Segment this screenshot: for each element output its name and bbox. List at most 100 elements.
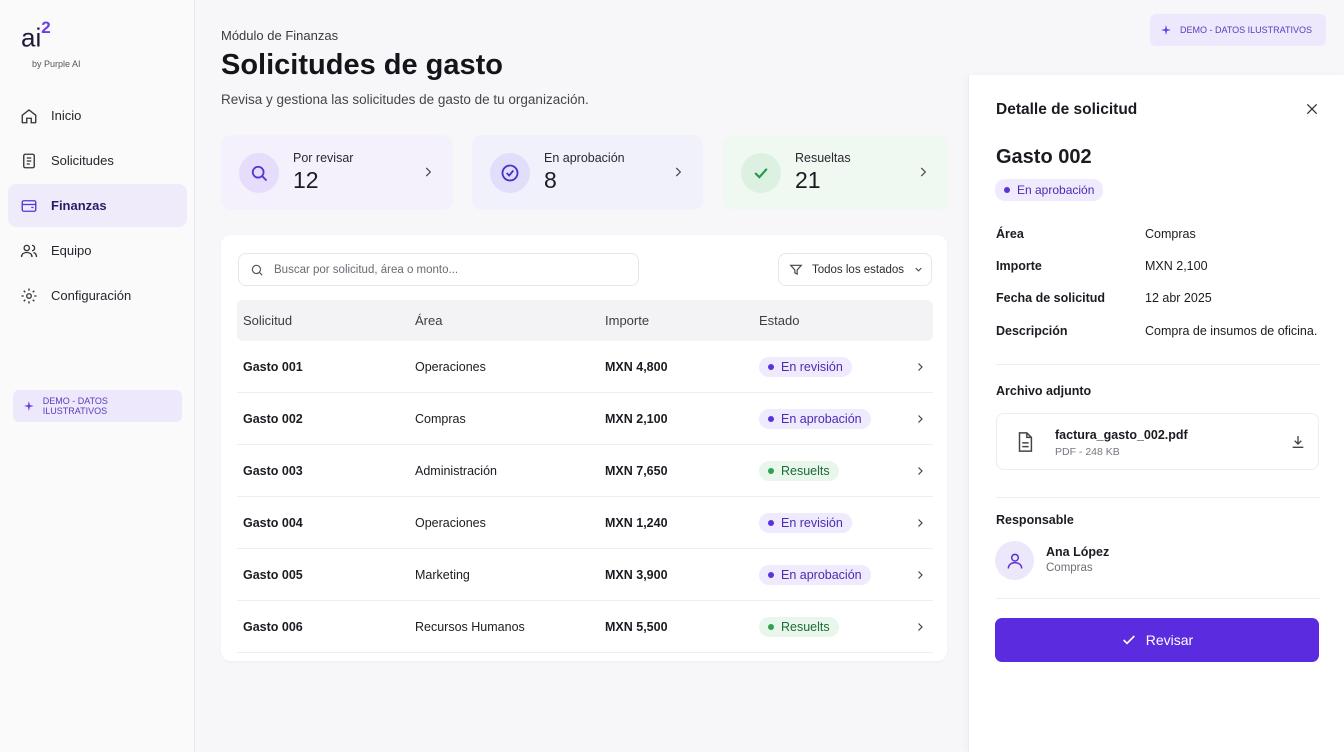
status-text: En revisión [781, 516, 843, 530]
nav-label: Solicitudes [51, 153, 114, 168]
area: Recursos Humanos [415, 620, 525, 634]
row-chevron [918, 623, 923, 631]
field-value: MXN 2,100 [1145, 259, 1208, 273]
area: Compras [415, 412, 466, 426]
stat-value: 8 [544, 167, 557, 193]
table-row[interactable]: Gasto 004 Operaciones MXN 1,240 En revisión [237, 497, 933, 549]
avatar [995, 541, 1034, 580]
person-area: Compras [1046, 562, 1093, 574]
stat-card[interactable]: Por revisar 12 [221, 135, 453, 210]
badge-text: DEMO - DATOS ILUSTRATIVOS [1180, 25, 1313, 35]
search-input[interactable]: Buscar por solicitud, área o monto... [238, 253, 639, 286]
table-row[interactable]: Gasto 002 Compras MXN 2,100 En aprobación [237, 393, 933, 445]
nav-label: Inicio [51, 108, 82, 123]
filter-label: Todos los estados [812, 263, 905, 276]
search-placeholder: Buscar por solicitud, área o monto... [274, 263, 459, 276]
logo-text: ai [21, 22, 42, 53]
nav-item[interactable]: Equipo [8, 229, 187, 272]
file-meta: PDF - 248 KB [1055, 446, 1120, 458]
file-name: factura_gasto_002.pdf [1055, 428, 1188, 442]
table-row[interactable]: Gasto 006 Recursos Humanos MXN 5,500 Resuel… [237, 601, 933, 653]
nav-item[interactable]: Finanzas [8, 184, 187, 227]
nav-item[interactable]: Inicio [8, 94, 187, 137]
nav-item[interactable]: Solicitudes [8, 139, 187, 182]
stat-value: 12 [293, 167, 319, 193]
page-title: Solicitudes de gasto [221, 49, 503, 81]
row-chevron [918, 415, 923, 423]
table-row[interactable]: Gasto 001 Operaciones MXN 4,800 En revisión [237, 341, 933, 393]
divider [996, 598, 1320, 599]
badge-text: DEMO - DATOS ILUSTRATIVOS [42, 396, 108, 416]
close-button[interactable] [1305, 102, 1319, 116]
nav-label: Equipo [51, 243, 92, 258]
amount: MXN 4,800 [605, 360, 668, 374]
nav-item[interactable]: Configuración [8, 274, 187, 317]
stat-value: 21 [795, 167, 821, 193]
field-label: Importe [996, 259, 1042, 273]
field-value: 12 abr 2025 [1145, 291, 1212, 305]
row-chevron [918, 519, 923, 527]
stat-icon [239, 152, 279, 193]
stat-icon [490, 152, 530, 193]
column-header: Solicitud [243, 313, 293, 328]
amount: MXN 5,500 [605, 620, 668, 634]
table-row[interactable]: Gasto 003 Administración MXN 7,650 Resuelts [237, 445, 933, 497]
area: Administración [415, 464, 497, 478]
divider [996, 497, 1320, 498]
field-label: Fecha de solicitud [996, 291, 1106, 305]
field-value: Compra de insumos de oficina. [1145, 324, 1318, 338]
stat-icon [741, 152, 781, 193]
amount: MXN 3,900 [605, 568, 668, 582]
nav-label: Finanzas [51, 198, 107, 213]
request-id: Gasto 005 [243, 568, 303, 582]
request-id: Gasto 006 [243, 620, 303, 634]
area: Marketing [415, 568, 470, 582]
status-text: En aprobación [781, 412, 862, 426]
area: Operaciones [415, 516, 486, 530]
stat-card[interactable]: Resueltas 21 [723, 135, 948, 210]
status-pill: En aprobación [759, 565, 871, 585]
demo-badge: DEMO - DATOS ILUSTRATIVOS [1150, 14, 1326, 46]
status-filter[interactable]: Todos los estados [778, 253, 932, 286]
status-pill: Resuelts [759, 617, 839, 637]
detail-panel: Detalle de solicitud Gasto 002 En aproba… [968, 75, 1344, 752]
table-header: Solicitud Área Importe Estado [237, 300, 933, 341]
logo-sup: 2 [41, 18, 51, 37]
column-header: Área [415, 313, 443, 328]
table-card: Buscar por solicitud, área o monto... To… [221, 235, 947, 661]
status-text: En aprobación [1017, 183, 1095, 197]
section-heading: Archivo adjunto [996, 384, 1092, 398]
field-value: Compras [1145, 227, 1196, 241]
nav-label: Configuración [51, 288, 132, 303]
logo: ai2 [21, 18, 51, 54]
amount: MXN 7,650 [605, 464, 668, 478]
table-row[interactable]: Gasto 005 Marketing MXN 3,900 En aprobación [237, 549, 933, 601]
status-pill: Resuelts [759, 461, 839, 481]
status-pill: En aprobación [759, 409, 871, 429]
status-text: Resuelts [781, 464, 830, 478]
amount: MXN 2,100 [605, 412, 668, 426]
status-text: Resuelts [781, 620, 830, 634]
byline: by Purple AI [32, 59, 81, 69]
row-chevron [918, 571, 923, 579]
review-button[interactable]: Revisar [995, 618, 1319, 662]
download-button[interactable] [1290, 434, 1306, 450]
stat-label: Por revisar [293, 151, 354, 165]
button-label: Revisar [1145, 632, 1194, 648]
eyebrow: Módulo de Finanzas [221, 28, 339, 43]
area: Operaciones [415, 360, 486, 374]
page-subtitle: Revisa y gestiona las solicitudes de gas… [221, 92, 589, 107]
panel-title: Detalle de solicitud [996, 101, 1138, 118]
request-id: Gasto 004 [243, 516, 303, 530]
row-chevron [918, 467, 923, 475]
attachment-card[interactable]: factura_gasto_002.pdf PDF - 248 KB [996, 413, 1319, 470]
stat-card[interactable]: En aprobación 8 [472, 135, 703, 210]
field-label: Área [996, 227, 1024, 241]
amount: MXN 1,240 [605, 516, 668, 530]
status-text: En revisión [781, 360, 843, 374]
person-name: Ana López [1046, 545, 1110, 559]
section-heading: Responsable [996, 513, 1074, 527]
column-header: Importe [605, 313, 650, 328]
